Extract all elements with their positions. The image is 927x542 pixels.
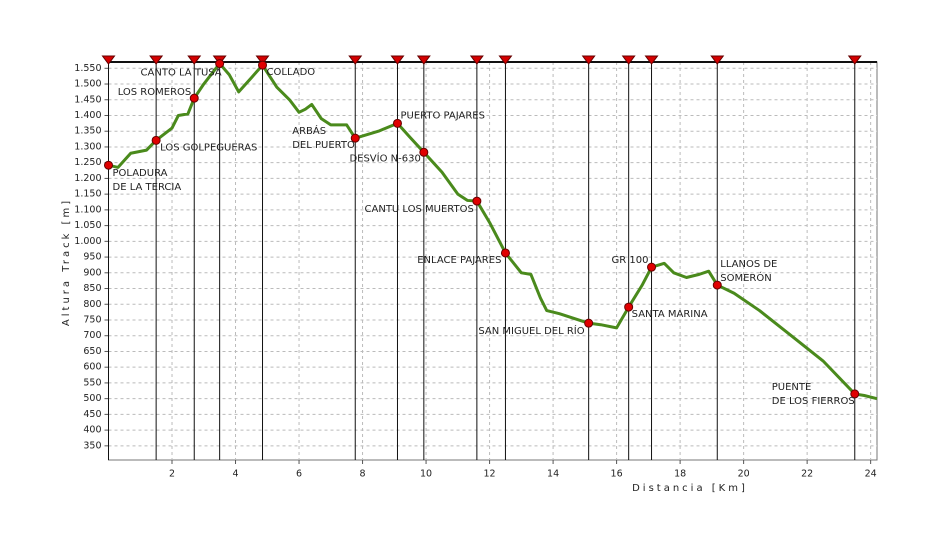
- y-tick-label: 450: [83, 409, 101, 420]
- waypoint-point: [419, 147, 429, 157]
- y-tick-label: 400: [83, 425, 101, 436]
- y-tick-label: 1.100: [74, 204, 101, 215]
- waypoint-label: DE LOS FIERROS: [772, 396, 855, 407]
- waypoint-flag: [847, 55, 862, 65]
- y-tick-label: 700: [83, 330, 101, 341]
- x-tick-label: 12: [484, 469, 496, 480]
- y-tick-label: 1.450: [74, 94, 101, 105]
- y-tick-label: 550: [83, 377, 101, 388]
- waypoint-point: [850, 389, 860, 399]
- waypoint-label: CANTU LOS MUERTOS: [365, 204, 474, 215]
- y-tick-label: 1.050: [74, 220, 101, 231]
- y-tick-label: 1.000: [74, 236, 101, 247]
- waypoint-point: [258, 60, 268, 70]
- waypoint-label: LOS GOLPEGUERAS: [160, 142, 257, 153]
- waypoint-flag: [390, 55, 405, 65]
- waypoint-label: SAN MIGUEL DEL RÍO: [478, 324, 584, 337]
- y-tick-label: 1.400: [74, 110, 101, 121]
- waypoint-label: CANTO LA TUSA: [141, 68, 222, 79]
- y-tick-label: 1.250: [74, 157, 101, 168]
- y-tick-label: 350: [83, 440, 101, 451]
- waypoint-label: DESVÍO N-630: [349, 151, 420, 164]
- x-tick-label: 24: [865, 469, 877, 480]
- y-tick-label: 500: [83, 393, 101, 404]
- y-tick-label: 650: [83, 346, 101, 357]
- waypoint-flag: [416, 55, 431, 65]
- waypoint-label: ARBÁS: [292, 124, 326, 137]
- y-tick-label: 900: [83, 267, 101, 278]
- waypoint-point: [584, 318, 594, 328]
- waypoint-point: [151, 135, 161, 145]
- waypoint-label: LLANOS DE: [720, 259, 777, 270]
- x-tick-label: 22: [801, 469, 813, 480]
- waypoint-point: [189, 93, 199, 103]
- y-tick-label: 1.150: [74, 189, 101, 200]
- x-tick-label: 14: [547, 469, 559, 480]
- y-tick-label: 750: [83, 314, 101, 325]
- waypoint-flag: [187, 55, 202, 65]
- y-tick-label: 800: [83, 299, 101, 310]
- waypoint-flag: [101, 55, 116, 65]
- waypoint-label: POLADURA: [113, 168, 168, 179]
- waypoint-point: [104, 160, 113, 170]
- waypoint-flag: [149, 55, 164, 65]
- waypoint-flag: [581, 55, 596, 65]
- waypoint-label: SANTA MARINA: [632, 309, 708, 320]
- x-tick-label: 10: [420, 469, 432, 480]
- waypoint-point: [500, 248, 510, 258]
- waypoint-flag: [644, 55, 659, 65]
- waypoint-label: LOS ROMEROS: [118, 87, 192, 98]
- y-tick-label: 600: [83, 362, 101, 373]
- waypoint-label: SOMERÓN: [720, 271, 771, 284]
- waypoint-point: [647, 262, 657, 272]
- y-tick-label: 1.350: [74, 126, 101, 137]
- y-axis-title: Altura Track [m]: [61, 198, 72, 326]
- x-tick-label: 18: [674, 469, 686, 480]
- x-tick-label: 4: [233, 469, 239, 480]
- waypoint-label: COLLADO: [267, 67, 316, 78]
- waypoint-point: [392, 118, 402, 128]
- x-axis-title: Distancia [Km]: [632, 483, 748, 494]
- waypoint-point: [215, 59, 225, 69]
- waypoint-flag: [348, 55, 363, 65]
- y-tick-label: 1.550: [74, 63, 101, 74]
- waypoint-label: PUENTE: [772, 382, 812, 393]
- waypoint-label: DEL PUERTO: [292, 140, 355, 151]
- x-tick-label: 16: [611, 469, 623, 480]
- waypoint-flag: [498, 55, 513, 65]
- plot-area: [108, 61, 878, 461]
- x-tick-label: 20: [738, 469, 750, 480]
- waypoint-flag: [710, 55, 725, 65]
- waypoint-label: GR 100: [612, 255, 649, 266]
- waypoint-label: ENLACE PAJARES: [417, 255, 501, 266]
- y-tick-label: 1.500: [74, 79, 101, 90]
- y-tick-label: 1.300: [74, 141, 101, 152]
- waypoint-flag: [255, 55, 270, 65]
- y-tick-label: 850: [83, 283, 101, 294]
- x-tick-label: 8: [360, 469, 366, 480]
- waypoint-label: DE LA TERCIA: [113, 182, 182, 193]
- waypoint-flag: [621, 55, 636, 65]
- elevation-line: [108, 62, 878, 401]
- waypoint-point: [350, 133, 360, 143]
- x-tick-label: 2: [169, 469, 175, 480]
- waypoint-point: [472, 196, 482, 206]
- waypoint-point: [712, 280, 722, 290]
- x-tick-label: 6: [296, 469, 302, 480]
- waypoint-label: PUERTO PAJARES: [400, 110, 485, 121]
- y-tick-label: 1.200: [74, 173, 101, 184]
- y-tick-label: 950: [83, 252, 101, 263]
- waypoint-flag: [469, 55, 484, 65]
- waypoint-point: [624, 302, 634, 312]
